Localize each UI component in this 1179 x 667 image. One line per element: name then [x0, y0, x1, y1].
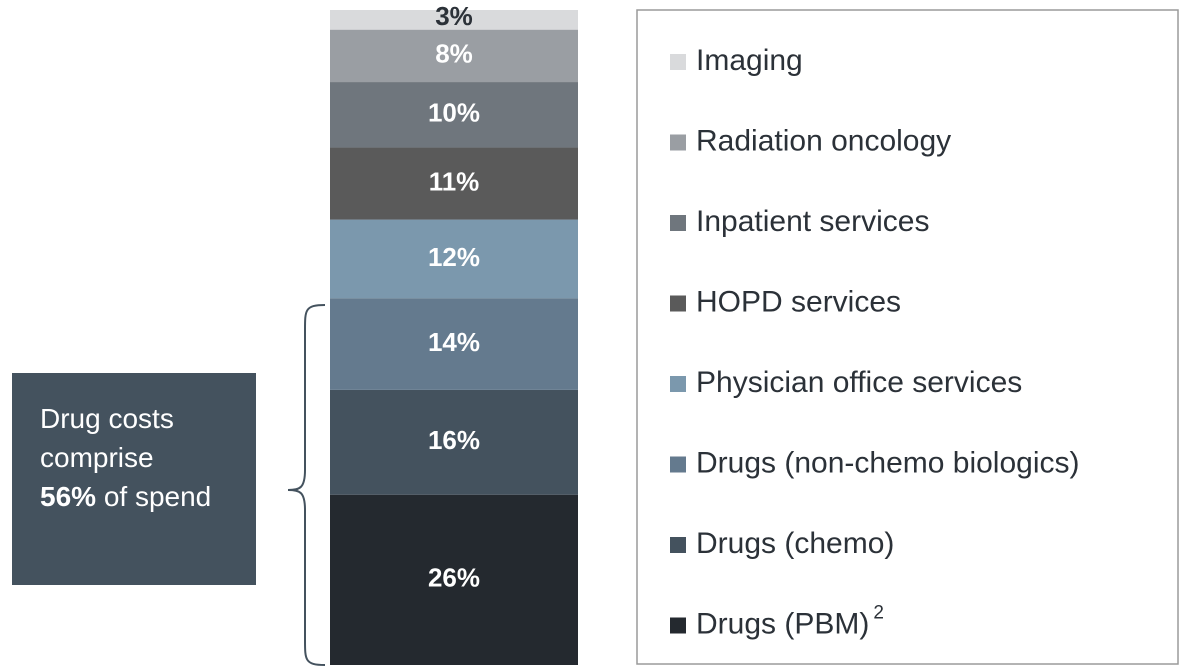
legend-name: Radiation oncology: [696, 124, 951, 157]
data-label: 12%: [428, 242, 480, 272]
bar-segment: [330, 219, 578, 299]
legend-name: Physician office services: [696, 366, 1022, 399]
legend-name: Imaging: [696, 44, 803, 77]
legend-label: Drugs (PBM) 2: [696, 603, 884, 641]
bar-segment: [330, 494, 578, 665]
legend-label: HOPD services: [696, 285, 901, 318]
annotation-text: Drug costs comprise: [40, 403, 174, 473]
legend-label: Drugs (chemo): [696, 527, 894, 560]
data-label: 10%: [428, 98, 480, 128]
annotation-text: of spend: [103, 481, 212, 512]
legend-name: HOPD services: [696, 285, 901, 318]
annotation-box: Drug costs comprise 56% of spend: [12, 373, 256, 585]
legend-footnote: 2: [873, 603, 884, 624]
legend-name: Drugs (PBM): [696, 607, 869, 640]
legend-name: Drugs (non-chemo biologics): [696, 446, 1080, 479]
legend-label: Imaging: [696, 44, 803, 77]
annotation-highlight: 56%: [40, 481, 97, 512]
data-label: 11%: [429, 166, 480, 196]
legend-name: Inpatient services: [696, 205, 929, 238]
legend-label: Inpatient services: [696, 205, 929, 238]
legend-name: Drugs (chemo): [696, 527, 894, 560]
annotation: Drug costs comprise 56% of spend: [40, 399, 215, 516]
legend-label: Radiation oncology: [696, 124, 951, 157]
data-label: 3%: [435, 1, 473, 31]
legend-swatch: [670, 617, 686, 634]
legend-label: Drugs (non-chemo biologics): [696, 446, 1080, 479]
data-label: 8%: [435, 39, 473, 69]
bar-segment: [330, 82, 578, 148]
bar-segment: [330, 10, 578, 30]
legend-swatch: [670, 537, 686, 553]
brace: [287, 304, 326, 666]
legend-label: Physician office services: [696, 366, 1022, 399]
data-label: 14%: [428, 327, 480, 357]
legend-swatch: [670, 376, 686, 392]
legend-box: [636, 9, 1179, 665]
legend-swatch: [670, 54, 686, 70]
bar-segment: [330, 29, 578, 83]
legend-swatch: [670, 456, 686, 473]
bar-segment: [330, 298, 578, 390]
legend-swatch: [670, 134, 686, 151]
legend-swatch: [670, 215, 686, 231]
data-label: 16%: [428, 425, 480, 455]
bar-segment: [330, 389, 578, 495]
legend-swatch: [670, 295, 686, 312]
bar-segment: [330, 147, 578, 220]
data-label: 26%: [428, 563, 480, 593]
